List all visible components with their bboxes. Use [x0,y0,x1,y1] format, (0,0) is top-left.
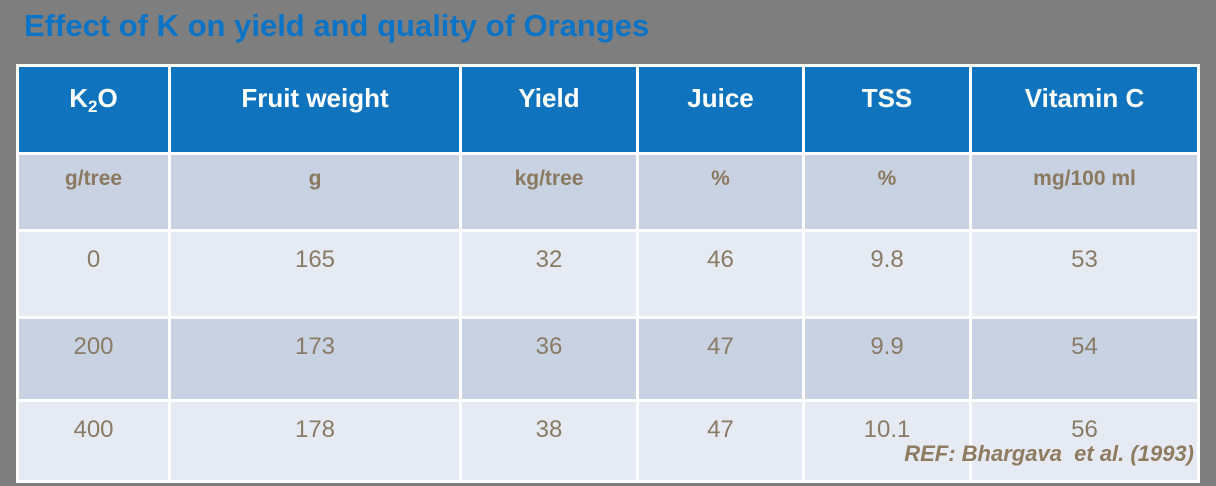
data-cell: 54 [972,319,1197,399]
data-cell: 46 [639,232,802,316]
k2o-base: K [69,83,89,113]
oranges-data-table: K2O Fruit weight Yield Juice TSS Vitamin… [16,64,1200,483]
data-cell: 0 [19,232,168,316]
data-cell: 56 [972,402,1197,480]
slide-title: Effect of K on yield and quality of Oran… [24,8,650,43]
data-cell: 47 [639,402,802,480]
data-cell: 178 [171,402,459,480]
header-cell-yield: Yield [462,67,636,152]
header-cell-vitamin-c: Vitamin C [972,67,1197,152]
data-cell: 47 [639,319,802,399]
data-cell: 400 [19,402,168,480]
data-cell: 165 [171,232,459,316]
table-row: 200 173 36 47 9.9 54 [19,319,1197,399]
table-units-row: g/tree g kg/tree % % mg/100 ml [19,155,1197,229]
data-cell: 32 [462,232,636,316]
data-cell: 38 [462,402,636,480]
data-cell: 173 [171,319,459,399]
data-cell: 36 [462,319,636,399]
unit-cell: kg/tree [462,155,636,229]
unit-cell: mg/100 ml [972,155,1197,229]
unit-cell: g/tree [19,155,168,229]
header-cell-k2o: K2O [19,67,168,152]
data-cell: 9.9 [805,319,969,399]
header-cell-juice: Juice [639,67,802,152]
reference-citation: REF: Bhargava et al. (1993) [904,441,1194,466]
header-cell-tss: TSS [805,67,969,152]
data-cell: 200 [19,319,168,399]
data-cell: 10.1 [805,402,969,480]
unit-cell: % [805,155,969,229]
unit-cell: % [639,155,802,229]
header-cell-fruit-weight: Fruit weight [171,67,459,152]
data-cell: 9.8 [805,232,969,316]
unit-cell: g [171,155,459,229]
k2o-subscript: 2 [88,97,98,116]
table-row: 0 165 32 46 9.8 53 [19,232,1197,316]
table-header-row: K2O Fruit weight Yield Juice TSS Vitamin… [19,67,1197,152]
table-row: 400 178 38 47 10.1 56 [19,402,1197,480]
k2o-rest: O [97,83,118,113]
data-cell: 53 [972,232,1197,316]
